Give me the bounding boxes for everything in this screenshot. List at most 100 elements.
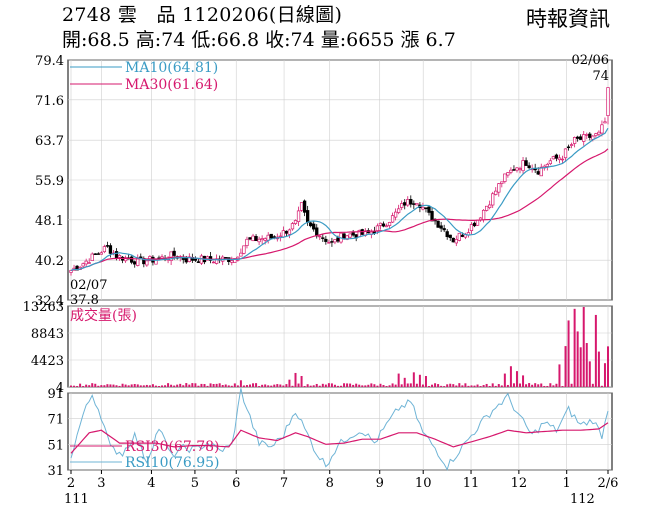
candle-body [130,256,134,263]
volume-bar [379,383,382,387]
candle-body [500,181,504,184]
candle-body [536,171,540,175]
volume-bar [428,386,430,387]
volume-bar [385,386,388,387]
candle-body [515,167,519,171]
volume-bar [415,383,418,387]
volume-bar [106,384,109,387]
volume-bar [373,384,376,387]
volume-tick-label: 13263 [23,300,64,315]
volume-bar [537,384,540,387]
candle-body [193,258,198,261]
volume-bar [197,385,200,387]
volume-bar [394,384,397,387]
volume-bar [443,386,446,387]
volume-bar [570,383,573,387]
panel-frame-1 [67,305,613,388]
volume-bar [494,385,497,387]
rsi-tick-label: 31 [47,464,64,479]
candle-body [133,261,137,265]
volume-bar [100,385,103,387]
volume-bar [224,384,227,387]
volume-bar [230,385,233,387]
volume-bar [79,383,82,387]
volume-bar [182,385,185,387]
volume-bar [476,384,479,387]
x-tick-label: 2/6 [598,476,619,491]
candle-body [551,156,556,160]
volume-bar [167,383,170,387]
ma10-legend: MA10(64.81) [125,60,218,76]
candle-body [387,222,392,226]
volume-bar [312,385,315,387]
candle-body [521,160,525,172]
candle-body [84,260,88,265]
volume-bar [82,386,85,387]
volume-bar [558,364,561,387]
volume-bar [221,385,224,387]
volume-bar [179,383,182,387]
candle-body [145,260,149,266]
volume-bar [249,384,251,387]
volume-bar [109,384,112,387]
candle-body [351,231,355,236]
volume-bar [352,384,355,387]
candle-body [224,257,228,259]
candle-body [90,253,94,262]
rsi10-legend: RSI10(76.95) [125,455,220,471]
volume-bar [467,385,470,387]
candle-body [99,252,103,255]
volume-bar [349,383,352,387]
volume-bar [94,383,97,387]
volume-bar [585,343,588,387]
volume-bar [452,384,455,387]
candle-body [442,228,446,231]
volume-bar [300,376,303,387]
volume-bar [215,383,218,387]
candle-body [336,237,340,242]
volume-bar [309,385,312,387]
candle-body [503,173,507,182]
x-tick-label: 12 [511,476,528,491]
candle-body [548,160,553,165]
volume-bar [485,383,488,387]
volume-bar [258,386,261,387]
volume-bar [115,385,118,387]
year-start-label: 111 [64,492,89,507]
price-tick-label: 40.2 [35,254,64,269]
candle-body [81,263,85,267]
volume-bar [200,383,203,387]
candle-body [582,134,586,142]
candle-body [327,242,331,244]
candle-body [321,237,325,239]
candle-body [248,237,252,240]
price-tick-label: 55.9 [35,174,64,189]
candle-body [415,202,419,206]
volume-bar [218,383,221,387]
x-tick-label: 9 [376,476,384,491]
low-value-annotation: 37.8 [70,293,99,308]
candle-body [324,238,328,242]
volume-bar [403,377,406,387]
candle-body [184,257,188,263]
candle-body [563,148,568,159]
volume-bar [370,383,373,387]
volume-bar [519,383,522,387]
rsi30-legend: RSI30(67.78) [125,439,220,455]
volume-bar [282,385,285,387]
volume-bar [157,386,160,387]
volume-bar [509,366,512,387]
volume-bar [555,383,558,387]
candle-body [412,203,416,205]
candle-body [305,210,310,223]
candlestick-series [69,87,610,276]
volume-bar [245,385,248,387]
candle-body [242,245,246,254]
volume-bar [136,384,139,387]
price-tick-label: 48.1 [35,214,64,229]
volume-bar [233,383,236,387]
volume-bar [297,383,300,387]
rsi-tick-label: 91 [47,387,64,402]
candle-body [424,207,428,210]
